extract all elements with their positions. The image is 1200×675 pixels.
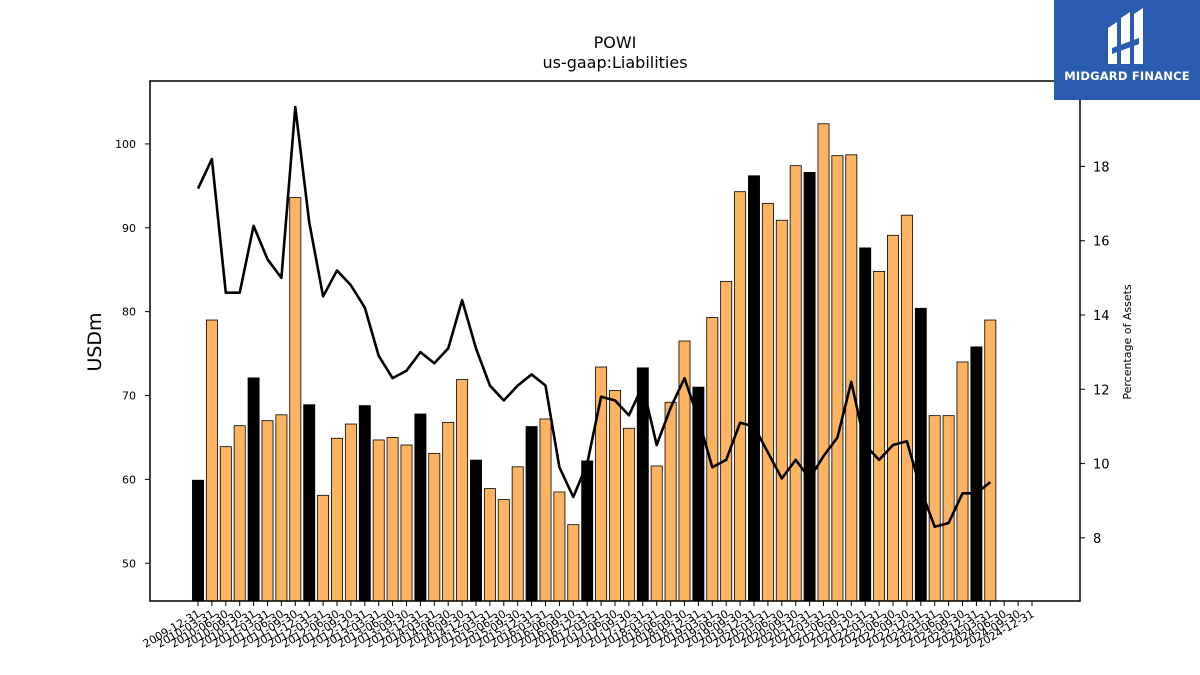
y-tick-label: 90 bbox=[122, 222, 136, 235]
bar bbox=[942, 415, 955, 602]
bar bbox=[331, 437, 343, 602]
bar bbox=[873, 270, 886, 602]
bar bbox=[497, 499, 510, 602]
y-tick-label: 100 bbox=[115, 138, 136, 151]
bar bbox=[344, 423, 357, 602]
bar bbox=[734, 191, 747, 602]
y2-tick-label: 16 bbox=[1093, 235, 1110, 250]
bar bbox=[650, 465, 663, 602]
bar bbox=[706, 317, 719, 602]
bar bbox=[622, 427, 635, 602]
bar bbox=[192, 479, 204, 602]
chart-subtitle: us-gaap:Liabilities bbox=[542, 53, 687, 72]
bar bbox=[233, 425, 246, 602]
bar bbox=[511, 466, 524, 602]
chart-title: POWI bbox=[594, 33, 637, 52]
midgard-finance-logo: MIDGARD FINANCE bbox=[1054, 0, 1200, 100]
bar bbox=[970, 346, 983, 602]
bar bbox=[261, 420, 274, 602]
bar bbox=[358, 405, 371, 602]
y2-tick-label: 10 bbox=[1093, 458, 1110, 473]
bar bbox=[442, 421, 455, 602]
y-tick-label: 70 bbox=[122, 390, 136, 403]
bar bbox=[525, 426, 538, 602]
y-axis-label: USDm bbox=[84, 312, 106, 371]
bar bbox=[567, 524, 580, 602]
y-tick-label: 60 bbox=[122, 473, 136, 486]
y-axis-left: 50 60 70 80 90 100 bbox=[115, 138, 150, 570]
bar-series bbox=[192, 123, 997, 602]
bar bbox=[372, 439, 385, 602]
line-path bbox=[196, 105, 992, 529]
y2-tick-label: 14 bbox=[1093, 309, 1110, 324]
bar bbox=[303, 404, 316, 602]
bar bbox=[956, 361, 969, 602]
bar bbox=[483, 488, 496, 602]
bar bbox=[289, 197, 302, 602]
bar bbox=[609, 390, 621, 602]
bar bbox=[900, 214, 913, 602]
bar bbox=[470, 459, 482, 602]
bar bbox=[317, 494, 330, 602]
bar bbox=[761, 203, 774, 602]
bar bbox=[205, 319, 218, 602]
y-tick-label: 80 bbox=[122, 306, 136, 319]
bar bbox=[845, 154, 858, 602]
logo-mark-icon bbox=[1108, 8, 1143, 64]
bar bbox=[817, 123, 830, 602]
bar bbox=[581, 460, 594, 602]
bar bbox=[553, 491, 566, 602]
bar bbox=[219, 446, 232, 602]
bar bbox=[539, 418, 552, 602]
y2-tick-label: 12 bbox=[1093, 383, 1110, 398]
bar bbox=[887, 234, 899, 602]
bar bbox=[984, 319, 997, 602]
bar bbox=[748, 175, 760, 602]
y2-axis-label: Percentage of Assets bbox=[1121, 284, 1134, 400]
line-series bbox=[196, 105, 992, 529]
y-tick-label: 50 bbox=[122, 557, 136, 570]
logo-text: MIDGARD FINANCE bbox=[1064, 69, 1190, 83]
bar bbox=[775, 219, 788, 602]
bar bbox=[247, 377, 260, 602]
bar bbox=[928, 415, 941, 602]
y-axis-right: 8 10 12 14 16 18 bbox=[1080, 160, 1110, 547]
bar bbox=[275, 414, 288, 602]
bar bbox=[831, 155, 844, 602]
bar bbox=[803, 172, 816, 602]
y2-tick-label: 8 bbox=[1093, 532, 1101, 547]
bar bbox=[414, 413, 427, 602]
x-axis: 2009-12-312010-03-312010-06-302010-09-30… bbox=[141, 601, 1037, 651]
bar bbox=[386, 437, 399, 602]
bar bbox=[664, 401, 677, 602]
y2-tick-label: 18 bbox=[1093, 160, 1110, 175]
bar bbox=[789, 165, 802, 602]
bar bbox=[456, 379, 469, 602]
bar bbox=[720, 281, 733, 602]
bar bbox=[428, 452, 441, 602]
bar bbox=[400, 444, 413, 602]
bar bbox=[914, 307, 927, 602]
